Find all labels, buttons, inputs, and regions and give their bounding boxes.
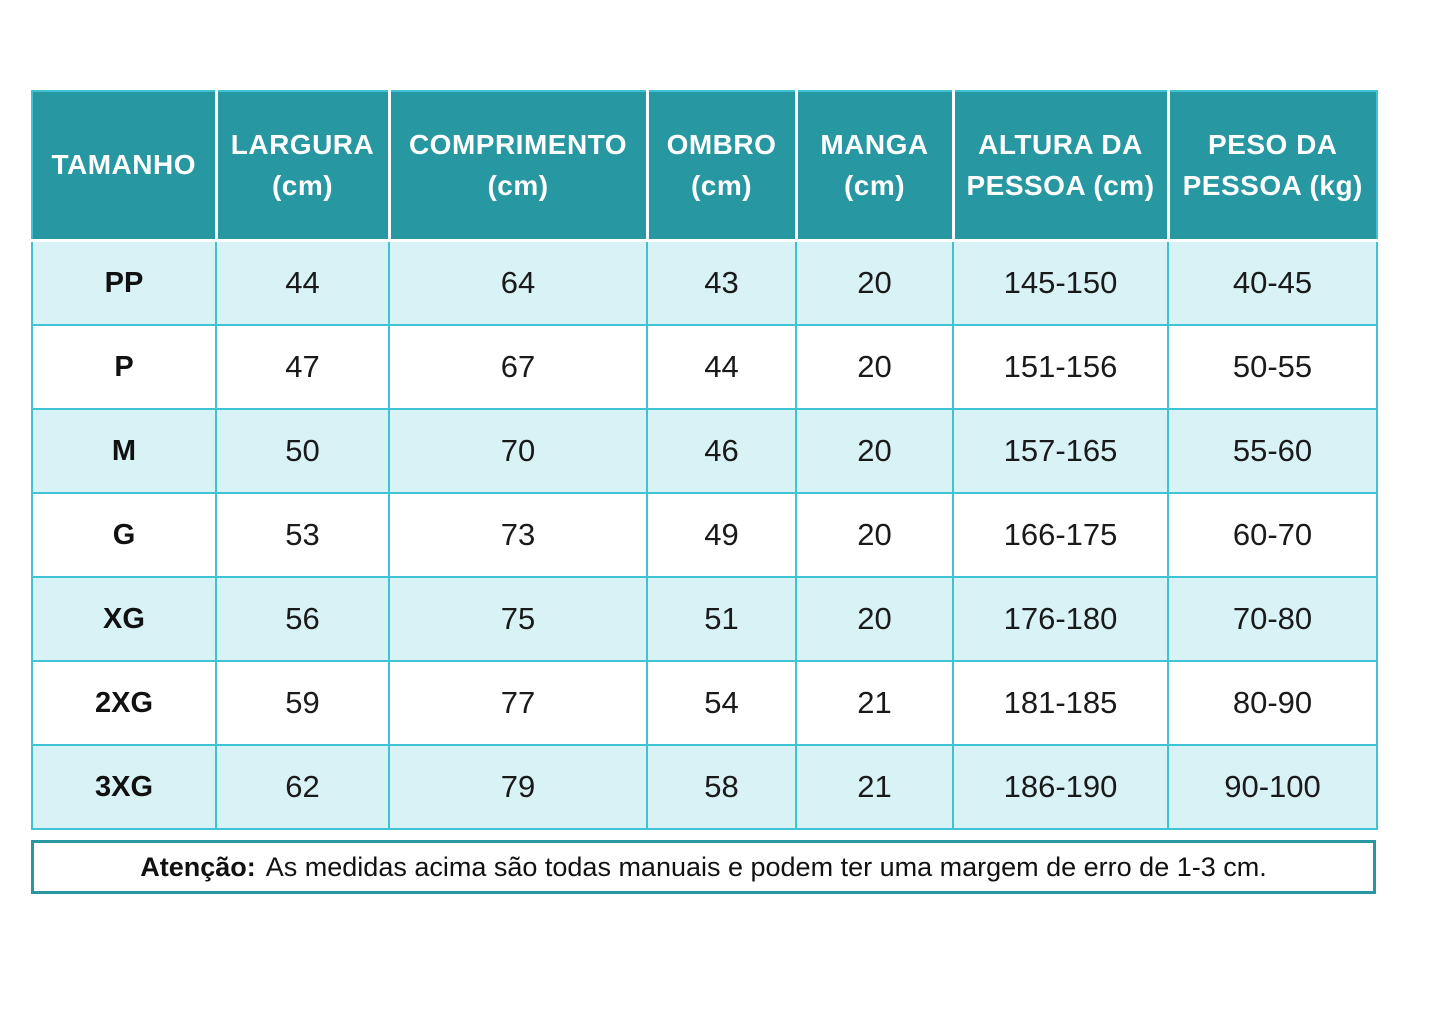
table-cell: 50-55 — [1167, 324, 1378, 410]
table-cell: 40-45 — [1167, 239, 1378, 326]
table-cell: 70 — [388, 408, 648, 494]
table-cell: 20 — [795, 324, 954, 410]
row-size-label: G — [31, 492, 217, 578]
attention-note: Atenção: As medidas acima são todas manu… — [31, 840, 1376, 894]
table-cell: 90-100 — [1167, 744, 1378, 830]
column-header-ombro: OMBRO (cm) — [647, 91, 798, 242]
table-cell: 20 — [795, 239, 954, 326]
table-cell: 79 — [388, 744, 648, 830]
table-cell: 151-156 — [952, 324, 1169, 410]
row-size-label: XG — [31, 576, 217, 662]
table-cell: 50 — [215, 408, 390, 494]
table-cell: 56 — [215, 576, 390, 662]
table-cell: 44 — [215, 239, 390, 326]
row-size-label: 2XG — [31, 660, 217, 746]
table-cell: 49 — [646, 492, 797, 578]
table-row-xg: XG 56 75 51 20 176-180 70-80 — [31, 576, 1378, 662]
row-size-label: M — [31, 408, 217, 494]
table-row-g: G 53 73 49 20 166-175 60-70 — [31, 492, 1378, 578]
table-cell: 157-165 — [952, 408, 1169, 494]
table-cell: 53 — [215, 492, 390, 578]
table-row-2xg: 2XG 59 77 54 21 181-185 80-90 — [31, 660, 1378, 746]
table-cell: 46 — [646, 408, 797, 494]
column-header-peso: PESO DA PESSOA (kg) — [1168, 91, 1377, 242]
table-cell: 59 — [215, 660, 390, 746]
table-cell: 47 — [215, 324, 390, 410]
table-cell: 55-60 — [1167, 408, 1378, 494]
table-cell: 166-175 — [952, 492, 1169, 578]
table-cell: 43 — [646, 239, 797, 326]
table-cell: 75 — [388, 576, 648, 662]
column-header-manga: MANGA (cm) — [796, 91, 955, 242]
column-header-altura: ALTURA DA PESSOA (cm) — [953, 91, 1170, 242]
table-cell: 181-185 — [952, 660, 1169, 746]
row-size-label: P — [31, 324, 217, 410]
column-header-comprimento: COMPRIMENTO (cm) — [389, 91, 649, 242]
table-cell: 186-190 — [952, 744, 1169, 830]
table-cell: 77 — [388, 660, 648, 746]
table-cell: 67 — [388, 324, 648, 410]
row-size-label: PP — [31, 239, 217, 326]
attention-label: Atenção: — [140, 851, 256, 882]
table-cell: 54 — [646, 660, 797, 746]
table-row-3xg: 3XG 62 79 58 21 186-190 90-100 — [31, 744, 1378, 830]
table-cell: 20 — [795, 408, 954, 494]
table-cell: 70-80 — [1167, 576, 1378, 662]
table-cell: 176-180 — [952, 576, 1169, 662]
attention-text: As medidas acima são todas manuais e pod… — [265, 851, 1267, 882]
table-cell: 21 — [795, 660, 954, 746]
table-row-p: P 47 67 44 20 151-156 50-55 — [31, 324, 1378, 410]
table-cell: 44 — [646, 324, 797, 410]
column-header-largura: LARGURA (cm) — [216, 91, 391, 242]
table-cell: 60-70 — [1167, 492, 1378, 578]
table-cell: 73 — [388, 492, 648, 578]
table-cell: 64 — [388, 239, 648, 326]
size-chart-table: TAMANHO LARGURA (cm) COMPRIMENTO (cm) OM… — [31, 90, 1378, 830]
table-row-m: M 50 70 46 20 157-165 55-60 — [31, 408, 1378, 494]
table-cell: 20 — [795, 492, 954, 578]
table-cell: 62 — [215, 744, 390, 830]
table-cell: 145-150 — [952, 239, 1169, 326]
table-header-row: TAMANHO LARGURA (cm) COMPRIMENTO (cm) OM… — [32, 91, 1377, 242]
table-cell: 20 — [795, 576, 954, 662]
table-cell: 51 — [646, 576, 797, 662]
table-cell: 80-90 — [1167, 660, 1378, 746]
table-cell: 58 — [646, 744, 797, 830]
table-row-pp: PP 44 64 43 20 145-150 40-45 — [31, 239, 1378, 326]
column-header-tamanho: TAMANHO — [32, 91, 218, 242]
table-cell: 21 — [795, 744, 954, 830]
row-size-label: 3XG — [31, 744, 217, 830]
